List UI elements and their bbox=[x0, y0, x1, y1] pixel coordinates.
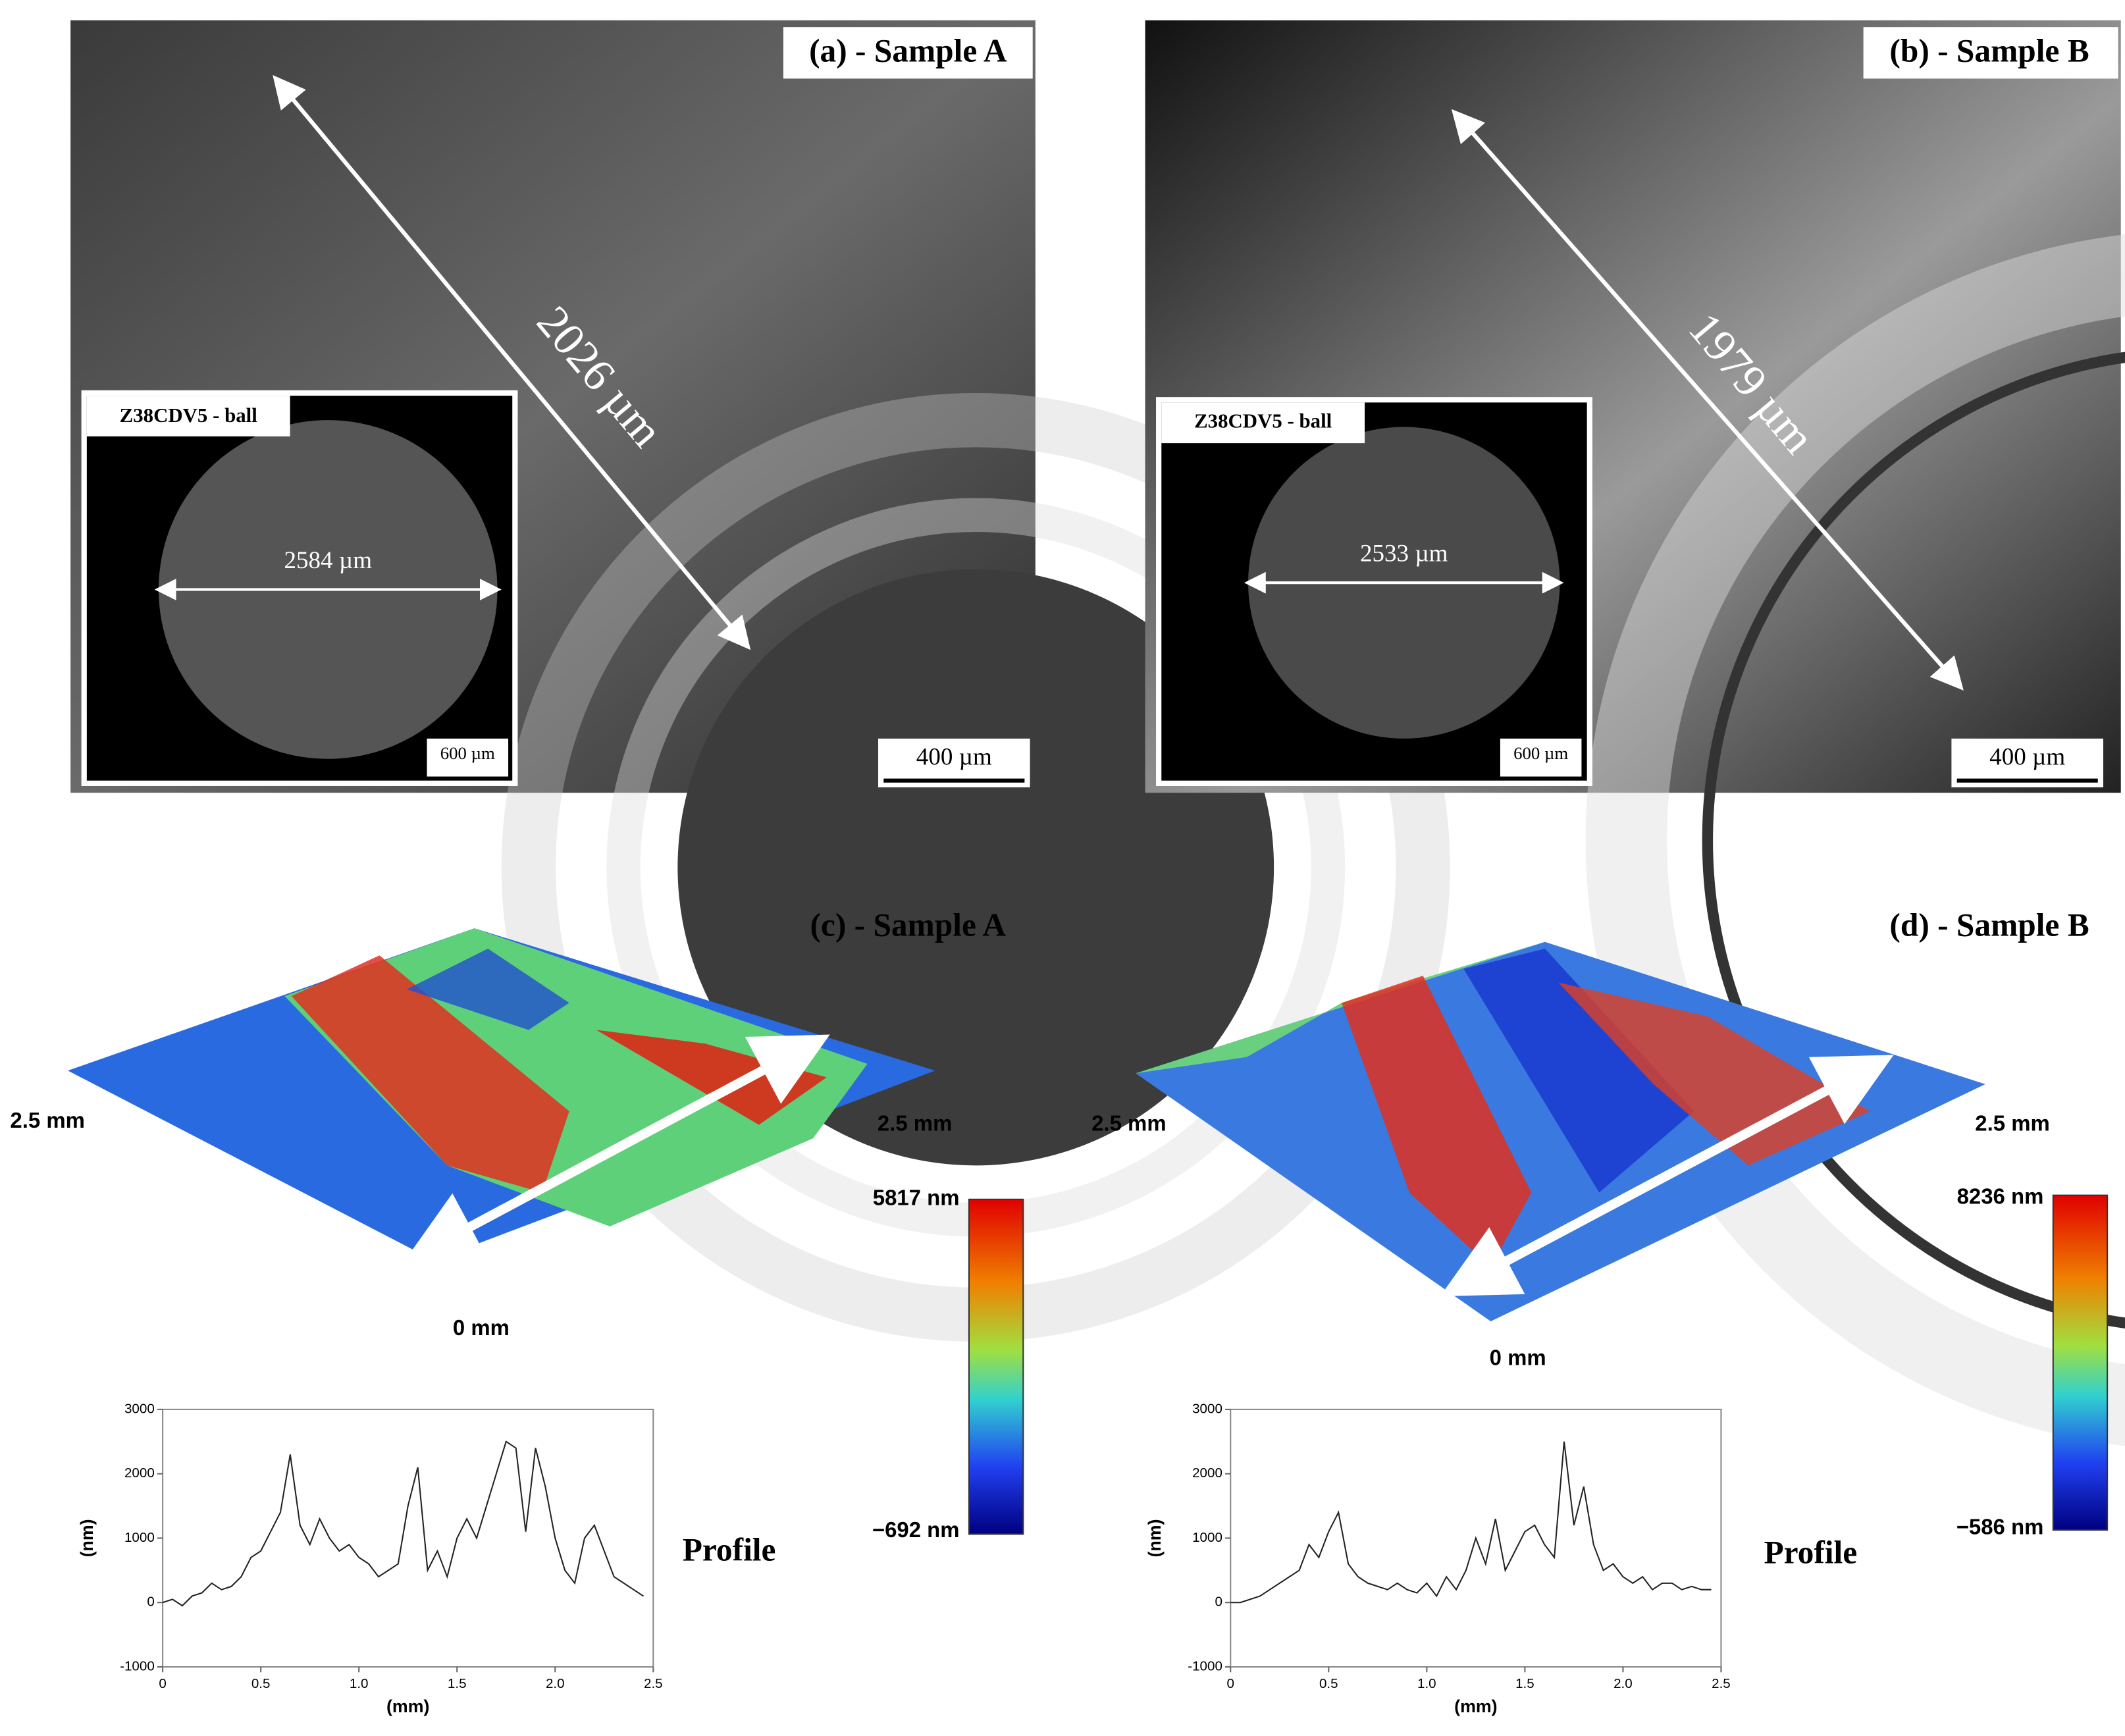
scale: 400 µm bbox=[1989, 743, 2065, 770]
profile-line bbox=[1230, 1441, 1712, 1604]
x-tick-label: 1.0 bbox=[350, 1676, 369, 1691]
inset-label: Z38CDV5 - ball bbox=[120, 404, 258, 427]
x-tick-label: 1.5 bbox=[448, 1676, 467, 1691]
scale-box bbox=[427, 738, 509, 777]
arrow bbox=[273, 75, 751, 650]
panel-label: (c) - Sample A bbox=[810, 907, 1006, 943]
inset-measure: 2584 µm bbox=[284, 547, 373, 574]
panel-label: (a) - Sample A bbox=[809, 33, 1007, 69]
y-tick-label: 1000 bbox=[1192, 1530, 1222, 1545]
x-axis-label: (mm) bbox=[386, 1697, 429, 1716]
y-tick-label: 2000 bbox=[1192, 1465, 1222, 1481]
profile-label: Profile bbox=[1764, 1535, 1857, 1571]
plot-frame bbox=[162, 1408, 654, 1668]
arrow bbox=[1451, 109, 1964, 691]
scale-box bbox=[1500, 738, 1582, 777]
panel-label: (b) - Sample B bbox=[1889, 33, 2089, 69]
x-tick-label: 2.5 bbox=[1712, 1676, 1731, 1691]
colorbar bbox=[968, 1198, 1024, 1535]
inset-measure: 2533 µm bbox=[1360, 540, 1448, 567]
micrograph-b: 1979 µm (b) - Sample B Z38CDV5 - ball 25… bbox=[1145, 20, 2125, 1446]
axis-label: 0 mm bbox=[1490, 1345, 1546, 1369]
arrow bbox=[403, 1034, 830, 1263]
axis-label: 2.5 mm bbox=[1975, 1111, 2049, 1135]
x-tick-label: 1.0 bbox=[1417, 1676, 1436, 1691]
x-tick-label: 0.5 bbox=[1319, 1676, 1338, 1691]
surface-d: (d) - Sample B 2.5 mm 2.5 mm 0 mm 8236 n… bbox=[1091, 907, 2109, 1571]
colorbar-min: −692 nm bbox=[872, 1517, 960, 1542]
y-tick-label: -1000 bbox=[1188, 1658, 1222, 1673]
y-tick-label: 2000 bbox=[124, 1465, 155, 1481]
colorbar bbox=[2052, 1194, 2109, 1531]
axis-label: 0 mm bbox=[453, 1315, 510, 1340]
colorbar-max: 5817 nm bbox=[873, 1186, 960, 1210]
y-tick-label: 1000 bbox=[124, 1530, 155, 1545]
label-box bbox=[1863, 27, 2118, 79]
label-box bbox=[783, 27, 1033, 79]
y-tick-label: 0 bbox=[1215, 1594, 1222, 1610]
micrograph-a: 2026 µm (a) - Sample A Z38CDV5 - ball 25… bbox=[70, 20, 1450, 1342]
y-tick-label: 3000 bbox=[124, 1401, 155, 1416]
inset-label: Z38CDV5 - ball bbox=[1194, 409, 1332, 432]
profile-label: Profile bbox=[683, 1531, 776, 1567]
inset-scale: 600 µm bbox=[1513, 743, 1568, 763]
inset-label-box bbox=[1161, 402, 1365, 444]
x-tick-label: 2.0 bbox=[1613, 1676, 1633, 1691]
profile-line bbox=[162, 1440, 644, 1607]
axis-label: 2.5 mm bbox=[1091, 1111, 1166, 1135]
center bbox=[677, 569, 1274, 1166]
colorbar-min: −586 nm bbox=[1956, 1515, 2044, 1539]
y-tick-label: 3000 bbox=[1192, 1401, 1222, 1416]
surface-c: (c) - Sample A 2.5 mm 2.5 mm 0 mm 5817 n… bbox=[10, 907, 1024, 1567]
inset-scale: 600 µm bbox=[440, 743, 495, 763]
x-tick-label: 2.0 bbox=[546, 1676, 565, 1691]
wear-track bbox=[1585, 234, 2125, 1446]
x-tick-label: 0.5 bbox=[251, 1676, 271, 1691]
axis-label: 2.5 mm bbox=[10, 1108, 84, 1132]
x-tick-label: 2.5 bbox=[644, 1676, 663, 1691]
y-tick-label: -1000 bbox=[120, 1658, 155, 1673]
y-axis-label: (nm) bbox=[77, 1519, 97, 1557]
panel-label: (d) - Sample B bbox=[1889, 907, 2089, 943]
x-tick-label: 0 bbox=[1227, 1676, 1234, 1691]
inset-label-box bbox=[86, 396, 290, 436]
x-tick-label: 0 bbox=[159, 1676, 166, 1691]
x-axis-label: (mm) bbox=[1454, 1697, 1497, 1716]
x-tick-label: 1.5 bbox=[1515, 1676, 1535, 1691]
y-tick-label: 0 bbox=[147, 1594, 154, 1610]
wear-track bbox=[1702, 352, 2125, 1328]
colorbar-max: 8236 nm bbox=[1957, 1184, 2044, 1208]
surface-band bbox=[406, 948, 569, 1030]
scale: 400 µm bbox=[916, 743, 992, 770]
axis-label: 2.5 mm bbox=[878, 1111, 952, 1135]
arrow bbox=[1440, 1055, 1894, 1297]
y-axis-label: (nm) bbox=[1145, 1519, 1165, 1557]
